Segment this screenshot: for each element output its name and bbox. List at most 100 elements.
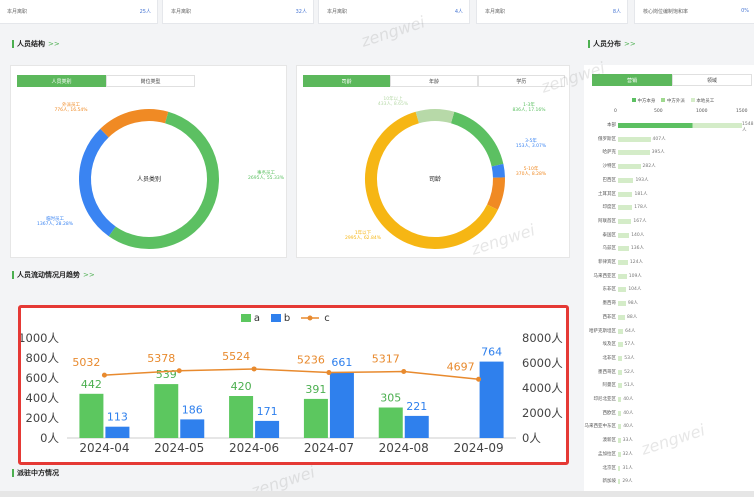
section-bar-icon (12, 469, 14, 477)
distribution-row-value: 407人 (652, 136, 666, 142)
distribution-bar (618, 424, 622, 430)
point-c (176, 368, 182, 374)
distribution-row-value: 98人 (627, 301, 639, 307)
donut-slice (491, 163, 505, 178)
distribution-row-name: 埃及区 (602, 342, 617, 348)
bar-b (105, 426, 130, 438)
tab-education[interactable]: 学历 (477, 75, 565, 87)
slice-value: 2695人, 55.33% (248, 175, 285, 181)
distribution-row-value: 32人 (622, 451, 633, 457)
distribution-row: 澳新区 33人 (584, 435, 744, 445)
distribution-tabs: 营销 领域 (592, 74, 752, 86)
x-tick-label: 2024-07 (304, 441, 354, 455)
x-tick-label: 2024-05 (154, 441, 204, 455)
point-c (476, 376, 482, 382)
structure-panel: 人员类别 岗位类型 事务员工 2695人, 55.33% 临时员工 1367人, 28… (10, 65, 287, 258)
donut-slice (108, 111, 219, 249)
tab-seniority[interactable]: 司龄 (303, 75, 391, 87)
distribution-row-name: 哈萨克斯坦区 (589, 328, 616, 334)
distribution-row-name: 新加坡 (602, 479, 617, 485)
donut-center-label: 司龄 (429, 175, 441, 183)
legend-label-b: b (284, 313, 290, 324)
distribution-row: 印度区 178人 (584, 202, 744, 212)
distribution-row: 马来西亚中东区 40人 (584, 421, 744, 431)
slice-value: 2995人, 62.84% (345, 235, 382, 241)
bar-b (180, 419, 205, 438)
distribution-bar (618, 232, 630, 238)
distribution-row-name: 澳新区 (602, 438, 617, 444)
bar-a-label: 442 (81, 378, 102, 391)
distribution-row-name: 菲律宾区 (598, 260, 616, 265)
distribution-row-name: 巴西区 (602, 177, 617, 183)
slice-label: 临时员工 (46, 215, 64, 222)
distribution-row-name: 东非区 (602, 287, 617, 293)
point-c-label: 5236 (297, 354, 325, 367)
point-c (251, 366, 257, 372)
distribution-row: 墨西哥 98人 (584, 298, 744, 308)
distribution-row: 本部 1548人 (584, 120, 753, 133)
distribution-row: 泰国区 140人 (584, 230, 744, 240)
bar-a-label: 420 (231, 380, 252, 393)
chevron-right-icon[interactable]: >> (83, 271, 95, 279)
tab-age[interactable]: 年龄 (390, 75, 478, 87)
distribution-row-value: 33人 (622, 438, 633, 444)
distribution-bar (618, 191, 633, 197)
stat-value: 32人 (295, 9, 307, 15)
tab-marketing[interactable]: 营销 (592, 74, 672, 86)
distribution-row-name: 北京区 (602, 465, 617, 471)
bar-b-label: 221 (406, 400, 427, 413)
distribution-row-value: 395人 (651, 150, 665, 156)
slice-label: 3-5年 (525, 137, 537, 144)
bar-a (154, 384, 179, 438)
chevron-right-icon[interactable]: >> (624, 40, 636, 48)
bar-a (378, 407, 403, 438)
distribution-row-value: 140人 (631, 232, 645, 238)
section-title-distribution: 人员分布 >> (588, 39, 636, 49)
distribution-row-value: 136人 (630, 246, 644, 252)
distribution-row: 菲律宾区 124人 (584, 257, 744, 267)
stat-value: 4人 (454, 9, 463, 15)
y-right-tick: 0人 (522, 431, 541, 445)
point-c (401, 369, 407, 375)
distribution-row-name: 孟加拉区 (598, 451, 616, 457)
distribution-bar (618, 410, 622, 416)
y-left-tick: 0人 (40, 431, 59, 445)
distribution-row: 马来西亚区 109人 (584, 271, 744, 281)
stat-label: 核心岗位编制饱和率 (643, 9, 689, 15)
bar-b (329, 371, 354, 438)
slice-value: 776人, 16.54% (54, 107, 88, 113)
distribution-row-name: 马来西亚中东区 (584, 424, 617, 430)
y-left-tick: 400人 (26, 391, 60, 405)
stat-value: 8人 (612, 9, 621, 15)
y-right-tick: 8000人 (522, 331, 563, 345)
distribution-row: 哈萨克斯坦区 64人 (584, 326, 744, 336)
flow-trend-chart-panel: a b c 0人 200人 400人 600人 800人 1000人 0人 2000人 4000人 60… (18, 305, 569, 465)
stat-value: 0% (741, 8, 749, 14)
distribution-bar (618, 218, 632, 224)
distribution-row: 北非区 53人 (584, 353, 744, 363)
bar-a-label: 391 (305, 383, 326, 396)
line-c (104, 368, 479, 381)
tab-domain[interactable]: 领域 (672, 74, 752, 86)
distribution-row-value: 282人 (642, 164, 656, 170)
tab-personnel-category[interactable]: 人员类别 (17, 75, 106, 87)
distribution-bar (618, 205, 633, 211)
point-c-label: 5378 (147, 352, 175, 365)
tab-position-type[interactable]: 岗位类型 (106, 75, 195, 87)
point-c-label: 4697 (447, 360, 475, 373)
x-tick-label: 2024-04 (79, 441, 129, 455)
slice-label: 5-10年 (524, 165, 539, 172)
distribution-bar (618, 342, 623, 348)
distribution-row-name: 沙特区 (602, 164, 617, 170)
y-left-tick: 1000人 (21, 331, 59, 345)
legend-swatch-a (241, 314, 251, 322)
chevron-right-icon[interactable]: >> (48, 40, 60, 48)
distribution-row-name: 西欧区 (602, 410, 617, 416)
seniority-tabs: 司龄 年龄 学历 (303, 75, 565, 87)
y-left-tick: 200人 (26, 411, 60, 425)
distribution-row-name: 乌兹区 (602, 246, 617, 252)
horizontal-scrollbar[interactable] (0, 491, 754, 497)
distribution-row: 巴西区 193人 (584, 175, 744, 185)
distribution-row-value: 40人 (623, 424, 634, 430)
y-right-tick: 2000人 (522, 406, 563, 420)
